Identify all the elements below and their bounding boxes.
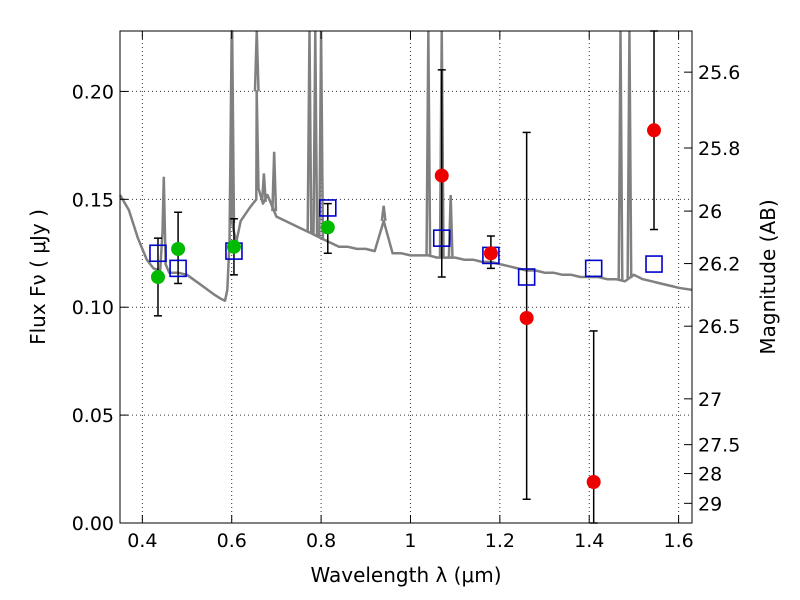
emission-line-spike: [626, 30, 633, 279]
emission-line-spike: [253, 30, 260, 92]
y2-tick-label: 26: [698, 201, 722, 223]
emission-line-spike: [617, 30, 624, 281]
model-flux-square: [645, 255, 663, 273]
y-tick-label: 0.05: [72, 405, 114, 427]
x-tick-label: 1.6: [663, 530, 693, 552]
model-flux-square: [149, 244, 167, 263]
y2-tick-label: 29: [698, 493, 722, 515]
y2-tick-label: 27.5: [698, 435, 740, 457]
x-tick-label: 1.2: [485, 530, 515, 552]
y2-tick-label: 27: [698, 389, 722, 411]
model-spectrum: [118, 29, 693, 302]
emission-line-spike: [425, 30, 432, 256]
emission-line-spike: [306, 30, 313, 233]
y2-axis-title: Magnitude (AB): [756, 199, 780, 354]
emission-line-spike: [260, 173, 267, 202]
x-axis-title: Wavelength λ (μm): [310, 563, 501, 587]
y-tick-label: 0.10: [72, 297, 114, 319]
y-tick-label: 0.20: [72, 81, 114, 103]
y2-tick-label: 28: [698, 464, 722, 486]
observed-flux-green-point: [226, 239, 241, 254]
emission-line-spike: [271, 151, 278, 212]
observed-flux-green-point: [150, 270, 165, 284]
grid: [120, 31, 692, 524]
emission-line-spike: [380, 205, 387, 222]
x-tick-label: 0.6: [217, 530, 247, 552]
y-tick-label: 0.15: [72, 189, 114, 211]
model-flux-square: [432, 229, 451, 247]
x-tick-label: 1: [404, 530, 416, 552]
model-flux-square: [169, 259, 187, 278]
y2-tick-label: 26.2: [698, 254, 740, 276]
model-flux-square: [517, 268, 536, 286]
observed-flux-red-point: [586, 475, 601, 489]
model-flux-square: [318, 199, 337, 217]
axis-ticks: 0.4 0.6 0.8 1 1.2 1.4 1.6 0.00 0.05 0.10 0.15 0.20 2…: [72, 31, 740, 552]
emission-line-spike: [312, 30, 319, 236]
observed-flux-green-point: [320, 220, 335, 235]
emission-line-spike: [447, 194, 454, 258]
observed-flux-green-point: [171, 241, 186, 256]
y2-tick-label: 25.8: [698, 138, 740, 160]
model-flux-square: [584, 259, 603, 278]
spectrum-line: [118, 29, 693, 302]
y2-tick-label: 25.6: [698, 62, 740, 84]
observed-flux-red-point: [519, 311, 534, 325]
plot-frame: [119, 30, 693, 524]
x-tick-label: 1.4: [574, 530, 604, 552]
x-tick-label: 0.4: [127, 530, 157, 552]
observed-flux-red-point: [434, 168, 449, 183]
observed-flux-red-point: [483, 246, 498, 261]
y2-tick-label: 26.5: [698, 316, 740, 338]
y-tick-label: 0.00: [72, 513, 114, 535]
data-markers: [149, 123, 663, 489]
x-tick-label: 0.8: [306, 530, 336, 552]
y-axis-title: Flux Fν ( μJy ): [26, 209, 50, 345]
observed-flux-red-point: [647, 123, 662, 138]
